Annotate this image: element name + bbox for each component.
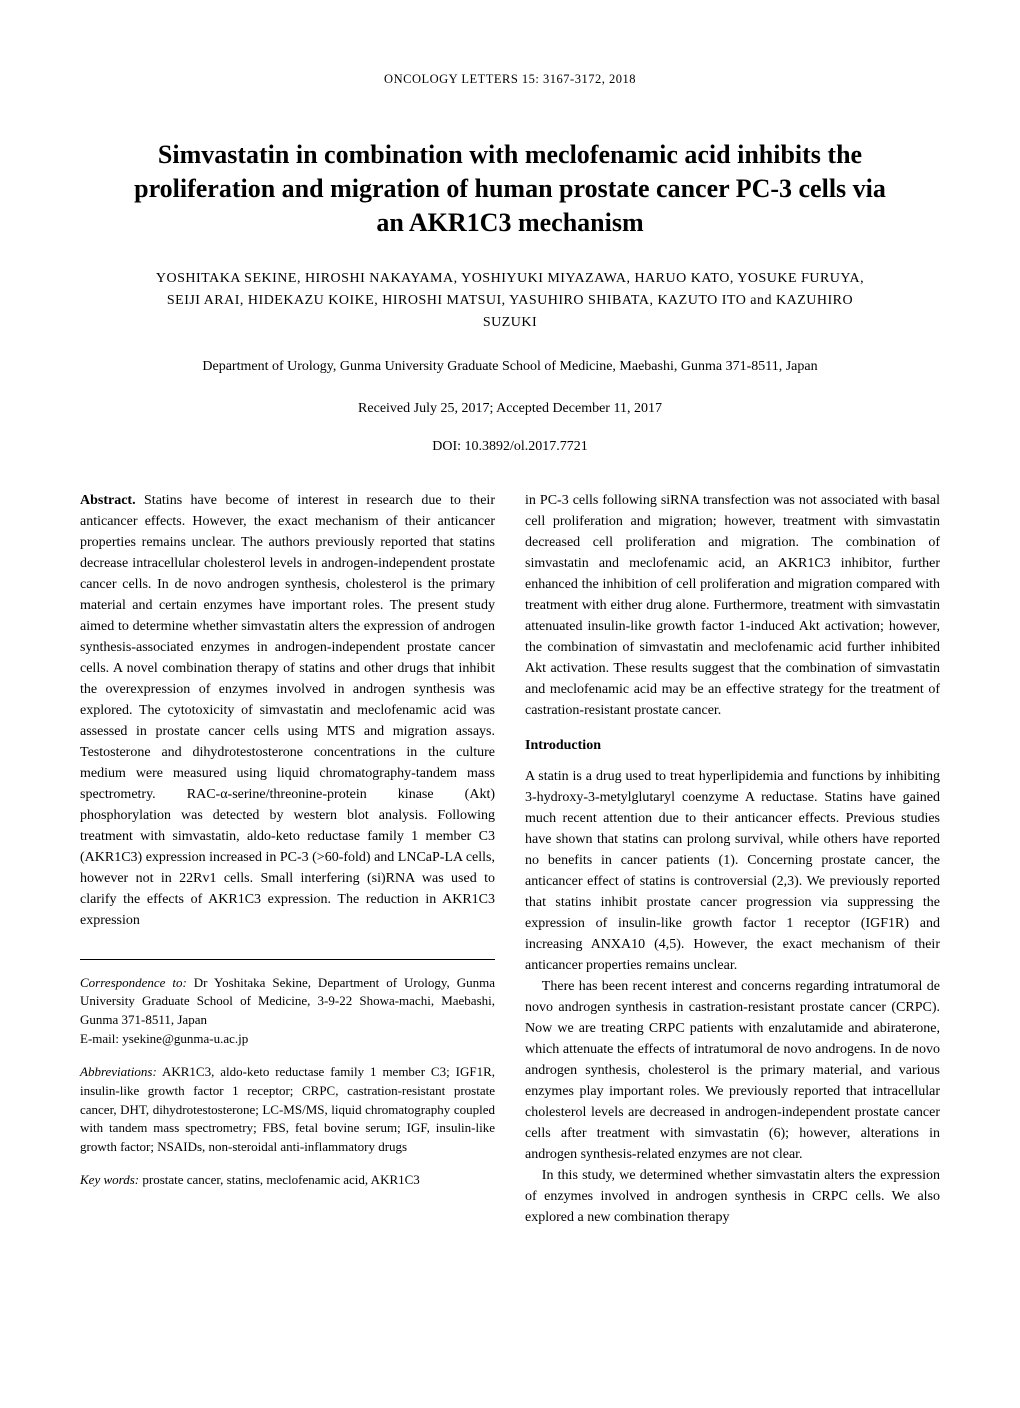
keywords: Key words: prostate cancer, statins, mec… bbox=[80, 1171, 495, 1190]
keywords-text: prostate cancer, statins, meclofenamic a… bbox=[139, 1172, 420, 1187]
abstract-text: Statins have become of interest in resea… bbox=[80, 493, 495, 928]
abstract-paragraph: Abstract. Statins have become of interes… bbox=[80, 490, 495, 931]
introduction-heading: Introduction bbox=[525, 735, 940, 756]
correspondence-label: Correspondence to: bbox=[80, 975, 187, 990]
keywords-label: Key words: bbox=[80, 1172, 139, 1187]
journal-header: ONCOLOGY LETTERS 15: 3167-3172, 2018 bbox=[80, 70, 940, 88]
authors-list: YOSHITAKA SEKINE, HIROSHI NAKAYAMA, YOSH… bbox=[80, 268, 940, 335]
intro-paragraph-1: A statin is a drug used to treat hyperli… bbox=[525, 766, 940, 976]
footer-rule bbox=[80, 959, 495, 960]
correspondence: Correspondence to: Dr Yoshitaka Sekine, … bbox=[80, 974, 495, 1049]
doi: DOI: 10.3892/ol.2017.7721 bbox=[80, 437, 940, 457]
affiliation: Department of Urology, Gunma University … bbox=[80, 357, 940, 377]
left-column: Abstract. Statins have become of interes… bbox=[80, 490, 495, 1228]
abbreviations-label: Abbreviations: bbox=[80, 1064, 157, 1079]
body-columns: Abstract. Statins have become of interes… bbox=[80, 490, 940, 1228]
intro-paragraph-3: In this study, we determined whether sim… bbox=[525, 1165, 940, 1228]
footer-block: Correspondence to: Dr Yoshitaka Sekine, … bbox=[80, 974, 495, 1190]
intro-paragraph-2: There has been recent interest and conce… bbox=[525, 976, 940, 1165]
abbreviations: Abbreviations: AKR1C3, aldo-keto reducta… bbox=[80, 1063, 495, 1157]
abstract-label: Abstract. bbox=[80, 493, 136, 508]
received-accepted-dates: Received July 25, 2017; Accepted Decembe… bbox=[80, 399, 940, 419]
right-column: in PC-3 cells following siRNA transfecti… bbox=[525, 490, 940, 1228]
correspondence-email: E-mail: ysekine@gunma-u.ac.jp bbox=[80, 1031, 248, 1046]
paper-title: Simvastatin in combination with meclofen… bbox=[80, 138, 940, 239]
abstract-continuation: in PC-3 cells following siRNA transfecti… bbox=[525, 490, 940, 721]
